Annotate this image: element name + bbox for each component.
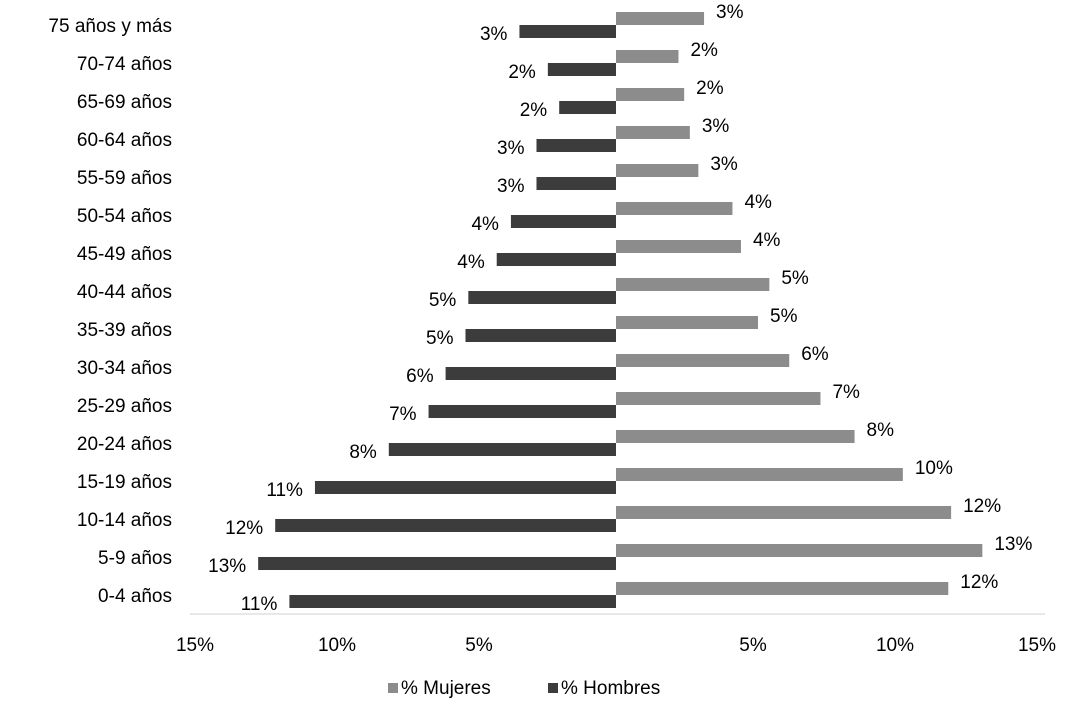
bar-hombres <box>536 139 616 152</box>
value-label-hombres: 11% <box>241 594 278 615</box>
value-label-mujeres: 12% <box>960 572 998 593</box>
bar-hombres <box>289 595 616 608</box>
x-tick-label: 15% <box>1018 635 1056 656</box>
category-label: 25-29 años <box>77 396 172 417</box>
value-label-hombres: 12% <box>225 518 263 539</box>
category-label: 45-49 años <box>77 244 172 265</box>
value-label-hombres: 4% <box>471 214 499 235</box>
x-tick-label: 5% <box>739 635 767 656</box>
value-label-hombres: 5% <box>426 328 454 349</box>
bar-mujeres <box>616 12 705 25</box>
bar-hombres <box>445 367 616 380</box>
value-label-mujeres: 4% <box>753 230 781 251</box>
value-label-hombres: 3% <box>497 138 525 159</box>
value-label-hombres: 2% <box>508 62 536 83</box>
legend-label-mujeres: % Mujeres <box>401 678 491 699</box>
value-label-mujeres: 12% <box>963 496 1001 517</box>
value-label-mujeres: 13% <box>994 534 1032 555</box>
legend-swatch-mujeres <box>388 683 398 693</box>
x-tick-label: 5% <box>465 635 493 656</box>
value-label-mujeres: 7% <box>832 382 860 403</box>
x-tick-label: 15% <box>176 635 214 656</box>
bar-mujeres <box>616 164 699 177</box>
category-label: 40-44 años <box>77 282 172 303</box>
category-label: 55-59 años <box>77 168 172 189</box>
category-label: 60-64 años <box>77 130 172 151</box>
value-label-hombres: 5% <box>429 290 457 311</box>
value-label-hombres: 2% <box>520 100 548 121</box>
value-label-mujeres: 10% <box>915 458 953 479</box>
bar-hombres <box>496 253 616 266</box>
bar-mujeres <box>616 354 790 367</box>
value-label-hombres: 3% <box>480 24 508 45</box>
legend-swatch-hombres <box>548 683 558 693</box>
bar-hombres <box>388 443 616 456</box>
bar-hombres <box>314 481 616 494</box>
bar-mujeres <box>616 202 733 215</box>
value-label-hombres: 3% <box>497 176 525 197</box>
bar-hombres <box>510 215 616 228</box>
bar-mujeres <box>616 126 690 139</box>
x-tick-label: 10% <box>876 635 914 656</box>
legend: % Mujeres % Hombres <box>388 678 660 699</box>
bar-hombres <box>468 291 616 304</box>
value-label-mujeres: 3% <box>702 116 730 137</box>
bar-mujeres <box>616 88 685 101</box>
value-label-mujeres: 3% <box>710 154 738 175</box>
bar-hombres <box>519 25 616 38</box>
bar-hombres <box>547 63 616 76</box>
value-label-hombres: 13% <box>208 556 246 577</box>
value-labels: 3%3%2%2%2%2%3%3%3%3%4%4%4%4%5%5%5%5%6%6%… <box>208 2 1032 615</box>
category-label: 50-54 años <box>77 206 172 227</box>
value-label-hombres: 8% <box>349 442 377 463</box>
category-labels: 75 años y más 70-74 años 65-69 años 60-64 a… <box>48 16 172 607</box>
x-tick-label: 10% <box>318 635 356 656</box>
bar-hombres <box>559 101 616 114</box>
value-label-hombres: 11% <box>266 480 303 501</box>
value-label-mujeres: 2% <box>690 40 718 61</box>
category-label: 65-69 años <box>77 92 172 113</box>
category-label: 75 años y más <box>48 16 172 37</box>
bar-mujeres <box>616 50 679 63</box>
bar-mujeres <box>616 544 983 557</box>
bar-mujeres <box>616 316 758 329</box>
category-label: 5-9 años <box>98 548 172 569</box>
bar-mujeres <box>616 468 903 481</box>
value-label-hombres: 6% <box>406 366 434 387</box>
bar-mujeres <box>616 506 952 519</box>
bar-mujeres <box>616 582 949 595</box>
value-label-mujeres: 5% <box>770 306 798 327</box>
bar-mujeres <box>616 240 741 253</box>
bar-hombres <box>465 329 616 342</box>
value-label-mujeres: 3% <box>716 2 744 23</box>
category-label: 20-24 años <box>77 434 172 455</box>
value-label-mujeres: 6% <box>801 344 829 365</box>
bar-hombres <box>258 557 616 570</box>
legend-label-hombres: % Hombres <box>561 678 660 699</box>
bar-hombres <box>428 405 616 418</box>
category-label: 70-74 años <box>77 54 172 75</box>
value-label-mujeres: 4% <box>744 192 772 213</box>
bar-hombres <box>275 519 616 532</box>
mujeres-bars <box>616 12 983 595</box>
value-label-mujeres: 8% <box>867 420 895 441</box>
category-label: 0-4 años <box>98 586 172 607</box>
bar-mujeres <box>616 392 821 405</box>
x-tick-labels: 15% 10% 5% 5% 10% 15% <box>176 635 1056 656</box>
bar-hombres <box>536 177 616 190</box>
hombres-bars <box>258 25 616 608</box>
bar-mujeres <box>616 278 770 291</box>
category-label: 10-14 años <box>77 510 172 531</box>
category-label: 30-34 años <box>77 358 172 379</box>
value-label-hombres: 4% <box>457 252 485 273</box>
value-label-mujeres: 2% <box>696 78 724 99</box>
bar-mujeres <box>616 430 855 443</box>
value-label-hombres: 7% <box>389 404 417 425</box>
value-label-mujeres: 5% <box>781 268 809 289</box>
category-label: 15-19 años <box>77 472 172 493</box>
category-label: 35-39 años <box>77 320 172 341</box>
